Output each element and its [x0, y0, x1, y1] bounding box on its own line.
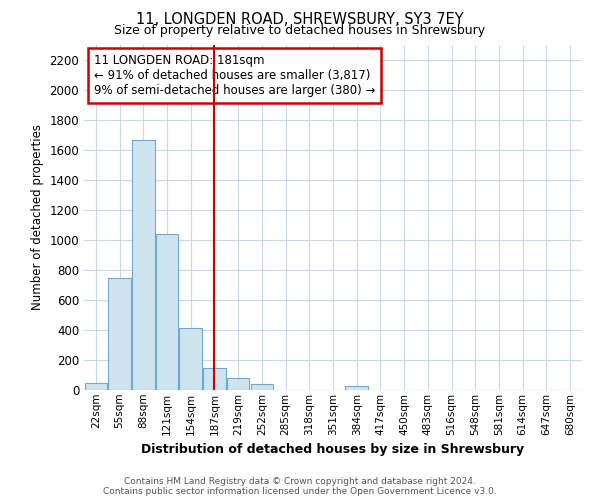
Text: 11 LONGDEN ROAD: 181sqm
← 91% of detached houses are smaller (3,817)
9% of semi-: 11 LONGDEN ROAD: 181sqm ← 91% of detache…: [94, 54, 376, 96]
Bar: [109, 278, 131, 390]
Bar: [227, 378, 250, 390]
Bar: [346, 386, 368, 390]
Bar: [251, 384, 273, 390]
X-axis label: Distribution of detached houses by size in Shrewsbury: Distribution of detached houses by size …: [142, 443, 524, 456]
Text: Contains HM Land Registry data © Crown copyright and database right 2024.: Contains HM Land Registry data © Crown c…: [124, 477, 476, 486]
Bar: [179, 328, 202, 390]
Bar: [132, 140, 155, 390]
Bar: [156, 234, 178, 390]
Text: Size of property relative to detached houses in Shrewsbury: Size of property relative to detached ho…: [115, 24, 485, 37]
Text: Contains public sector information licensed under the Open Government Licence v3: Contains public sector information licen…: [103, 487, 497, 496]
Y-axis label: Number of detached properties: Number of detached properties: [31, 124, 44, 310]
Text: 11, LONGDEN ROAD, SHREWSBURY, SY3 7EY: 11, LONGDEN ROAD, SHREWSBURY, SY3 7EY: [136, 12, 464, 28]
Bar: [203, 368, 226, 390]
Bar: [85, 382, 107, 390]
